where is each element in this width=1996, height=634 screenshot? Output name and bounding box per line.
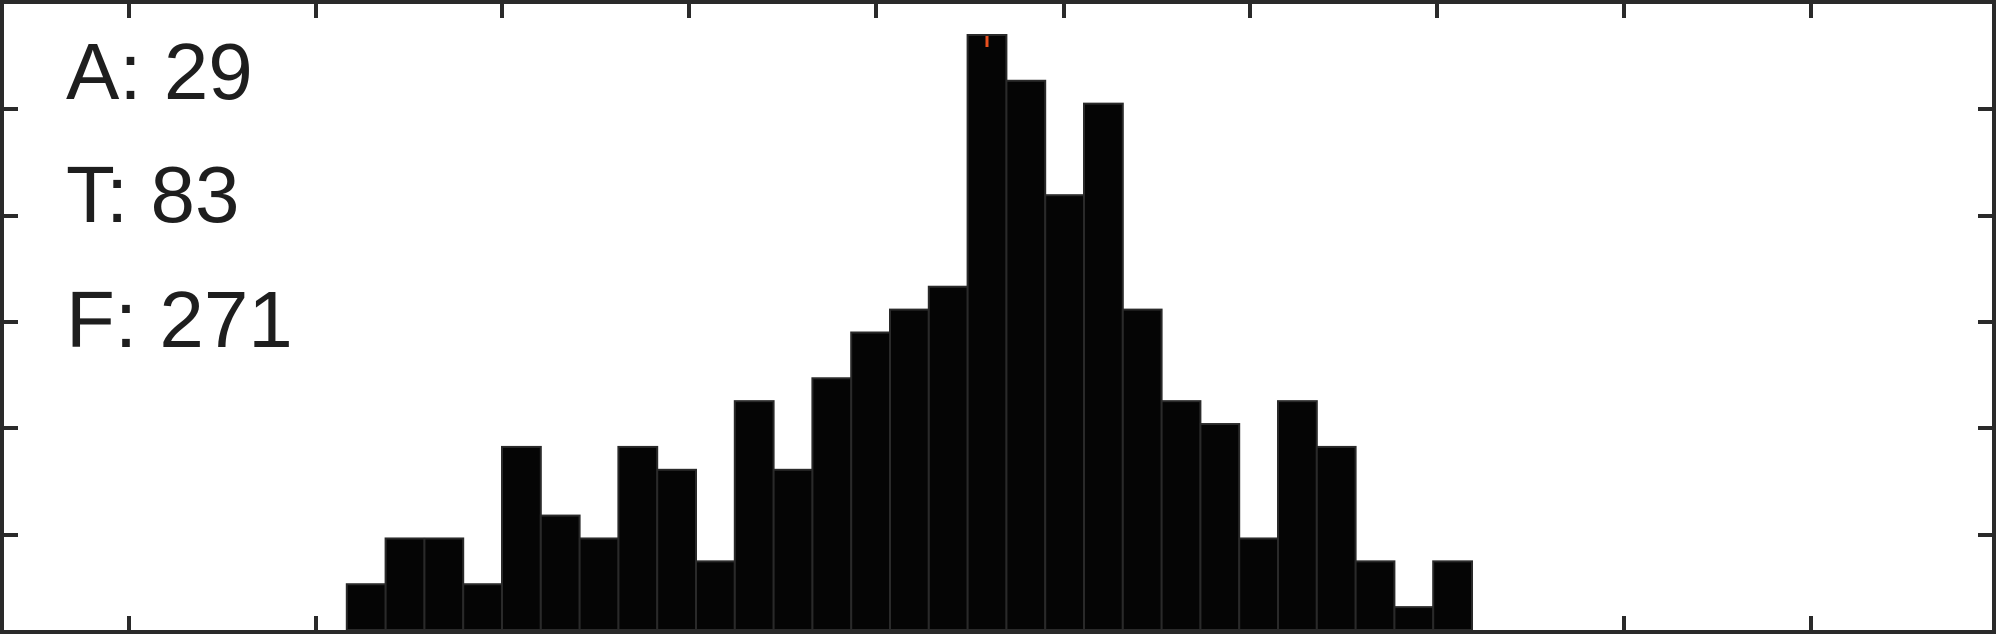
histogram-bar-15 — [889, 308, 930, 631]
histogram-bar-12 — [772, 468, 814, 631]
annotation-t: T: 83 — [66, 150, 239, 239]
histogram-bar-26 — [1315, 445, 1357, 631]
histogram-bar-23 — [1199, 423, 1241, 631]
histogram-bar-20 — [1083, 102, 1124, 631]
histogram-bar-19 — [1044, 194, 1085, 631]
histogram-bar-22 — [1160, 400, 1202, 631]
histogram-bar-10 — [695, 560, 736, 631]
histogram-bar-17 — [966, 34, 1008, 631]
histogram-bar-14 — [850, 331, 892, 631]
histogram-bar-16 — [927, 285, 969, 631]
annotation-f: F: 271 — [66, 275, 293, 364]
histogram-bar-7 — [578, 537, 620, 632]
histogram-bar-9 — [656, 468, 698, 631]
histogram-bar-1 — [345, 583, 387, 632]
annotation-block: A: 29 T: 83 F: 271 — [66, 27, 293, 364]
histogram-bar-6 — [539, 514, 581, 631]
histogram-bar-28 — [1393, 606, 1435, 631]
histogram-bar-11 — [733, 400, 775, 631]
histogram-bar-25 — [1277, 400, 1318, 631]
histogram-bar-27 — [1354, 560, 1396, 631]
annotation-a: A: 29 — [66, 27, 253, 116]
histogram-bar-21 — [1121, 308, 1163, 631]
histogram-bar-3 — [423, 537, 465, 632]
histogram-bar-29 — [1432, 560, 1473, 631]
bars-group — [345, 34, 1473, 632]
histogram-bar-13 — [811, 377, 853, 631]
histogram-bar-18 — [1005, 79, 1047, 632]
histogram-bar-2 — [384, 537, 426, 632]
histogram-bar-5 — [501, 445, 542, 631]
histogram-bar-24 — [1238, 537, 1279, 632]
histogram-bar-8 — [617, 445, 659, 631]
histogram-bar-4 — [462, 583, 504, 632]
